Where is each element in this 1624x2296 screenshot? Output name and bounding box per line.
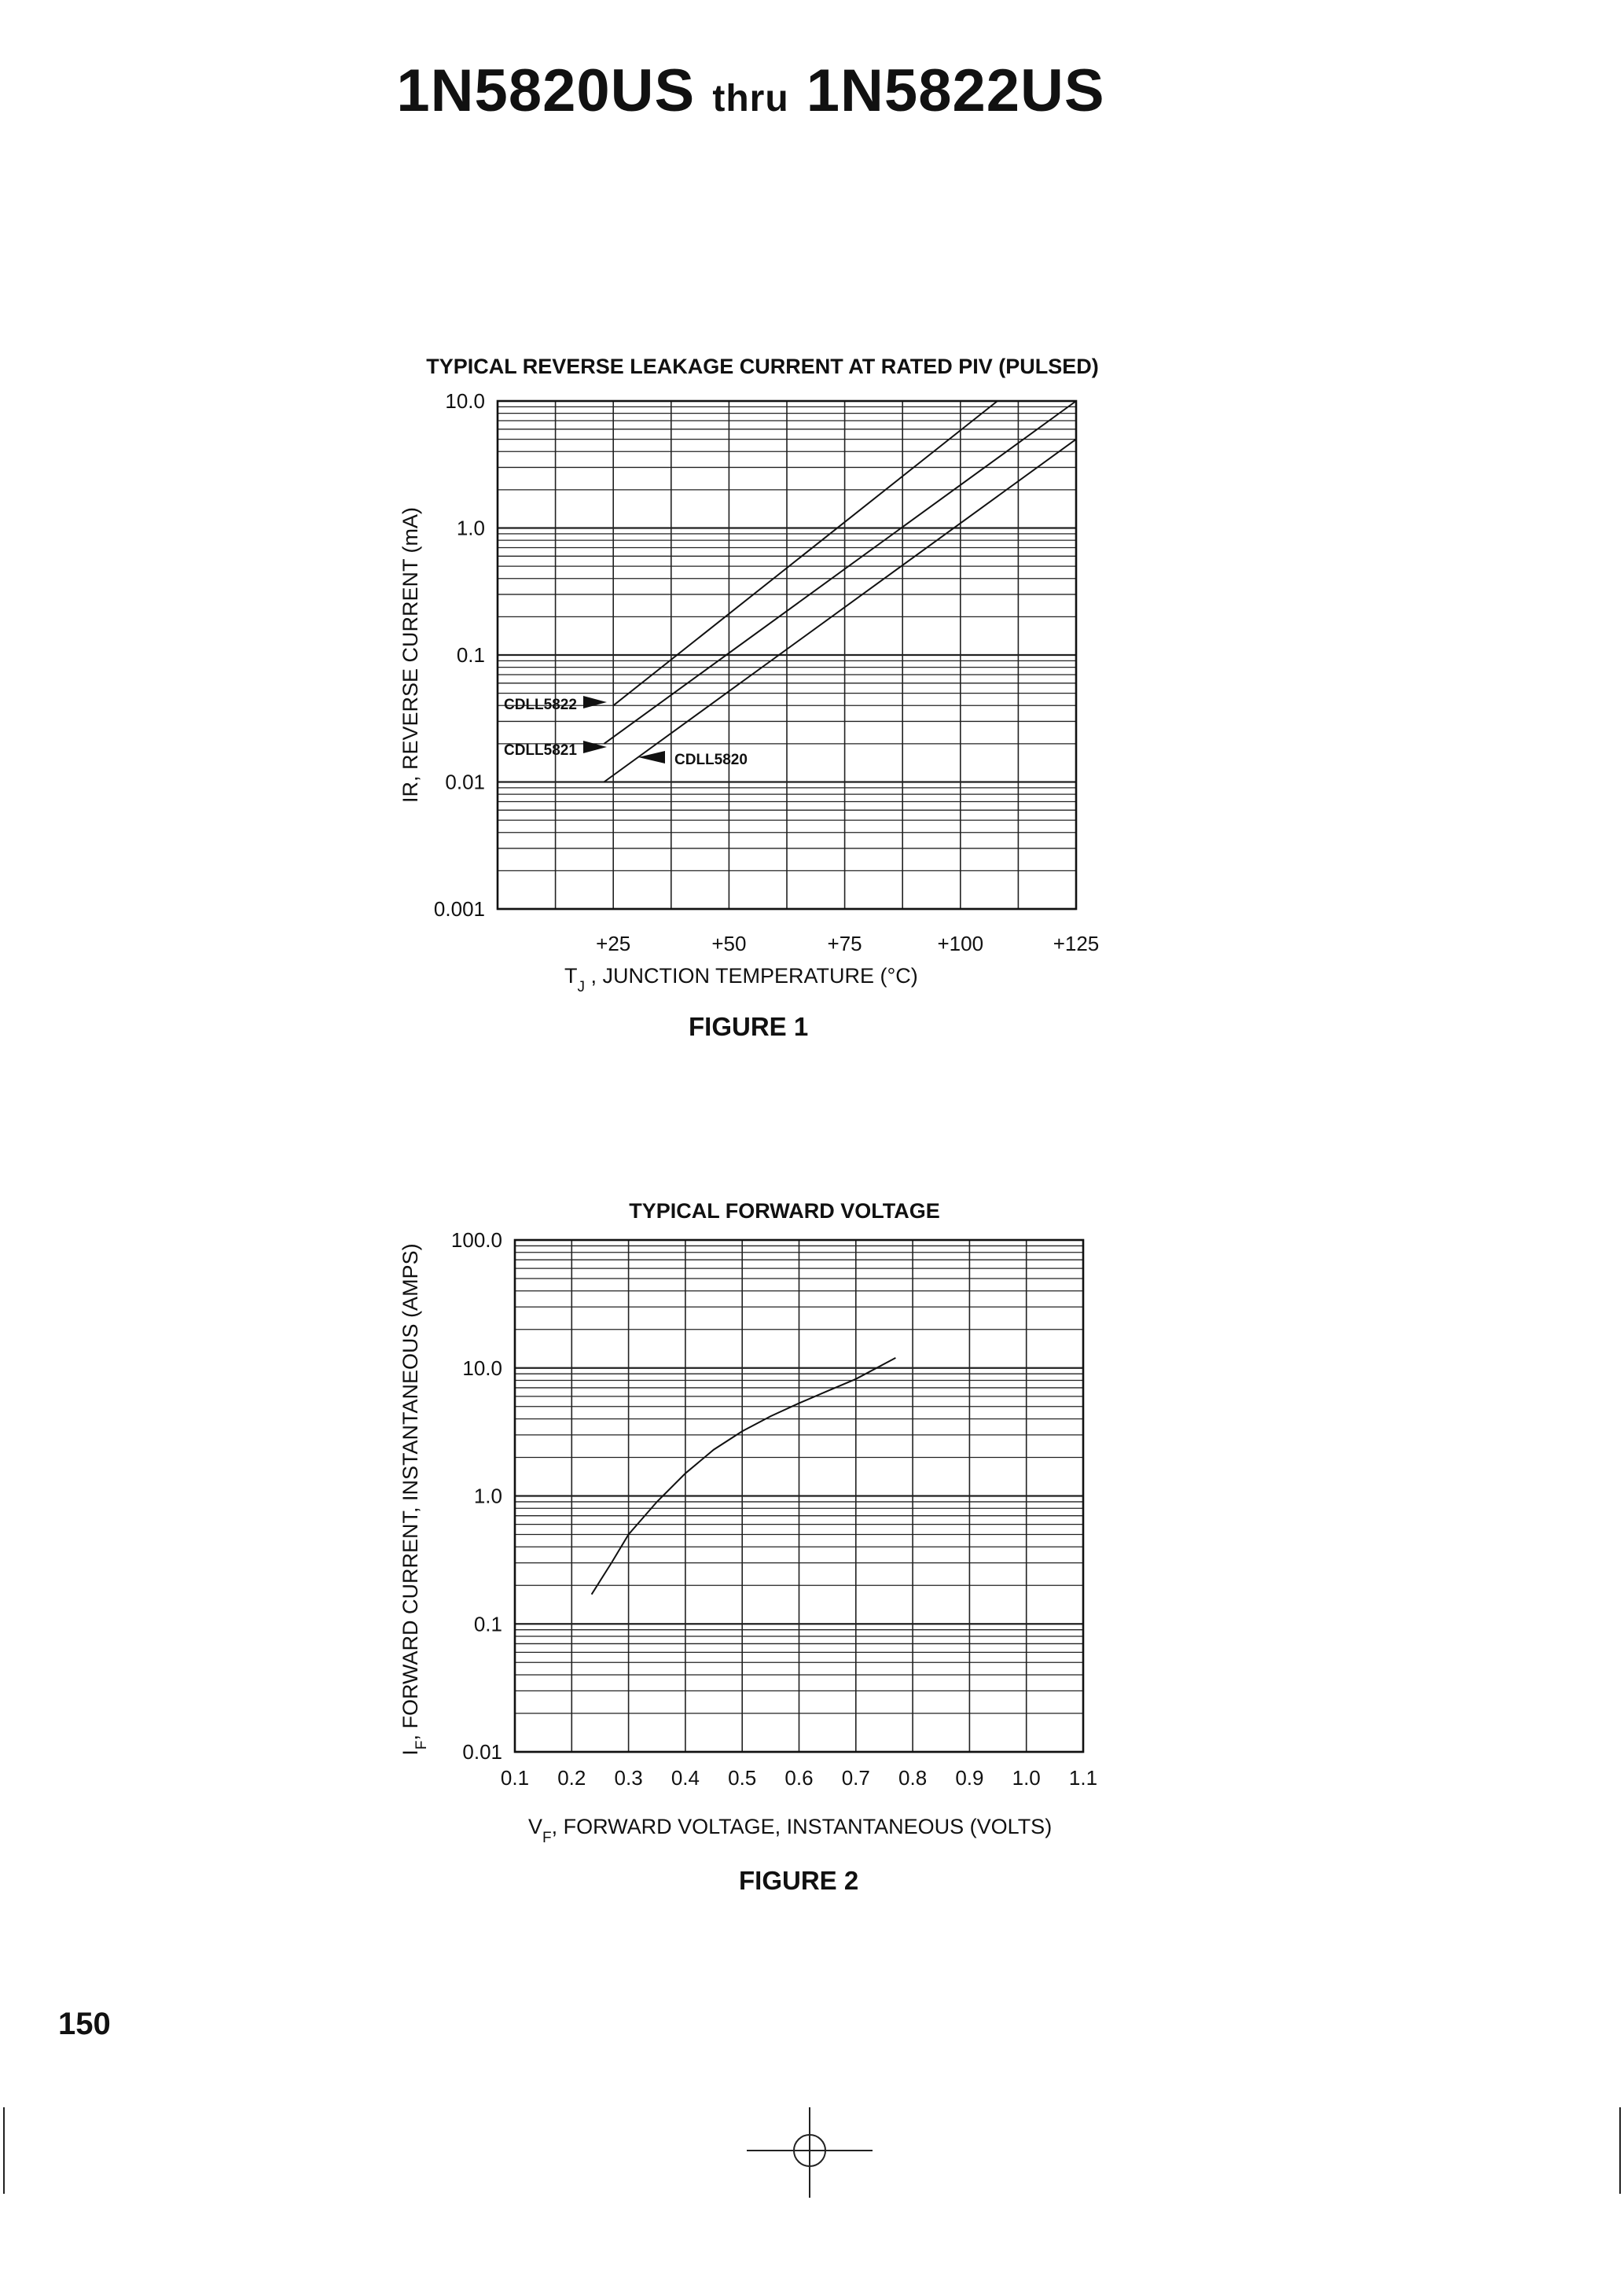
- x-tick-label: 0.8: [898, 1766, 927, 1790]
- series-line-0: [590, 1357, 896, 1595]
- pointer-arrow-icon: [583, 696, 607, 708]
- x-tick-label: 1.0: [1012, 1766, 1041, 1790]
- y-tick-label: 1.0: [457, 517, 485, 540]
- crop-mark-left: [3, 2107, 5, 2194]
- y-tick-label: 0.001: [434, 897, 485, 921]
- x-tick-label: 0.4: [671, 1766, 700, 1790]
- series-tag-cdll5820: CDLL5820: [674, 752, 748, 768]
- y-tick-label: 100.0: [451, 1228, 502, 1252]
- thru-word: thru: [712, 78, 789, 120]
- series-line-1: [603, 400, 1077, 745]
- y-tick-label: 10.0: [462, 1356, 502, 1380]
- y-tick-label: 0.1: [474, 1612, 502, 1636]
- series-line-0: [612, 400, 998, 707]
- x-tick-label: 1.1: [1069, 1766, 1097, 1790]
- y-tick-label: 0.01: [445, 771, 485, 794]
- y-tick-label: 10.0: [445, 389, 485, 413]
- x-axis-label: VF, FORWARD VOLTAGE, INSTANTANEOUS (VOLT…: [528, 1815, 1052, 1846]
- pointer-arrow-icon: [583, 741, 607, 753]
- y-axis-label: IF, FORWARD CURRENT, INSTANTANEOUS (AMPS…: [399, 1243, 430, 1755]
- x-tick-label: 0.1: [501, 1766, 529, 1790]
- part-start: 1N5820US: [396, 57, 696, 124]
- series-tag-cdll5822: CDLL5822: [504, 697, 577, 713]
- series-line-2: [603, 438, 1077, 783]
- x-tick-label: 0.6: [784, 1766, 813, 1790]
- page-number: 150: [58, 2007, 111, 2041]
- registration-mark-icon: [747, 2107, 873, 2198]
- crop-mark-right: [1619, 2107, 1621, 2194]
- figure-1-chart: 0.001 0.01 0.1 1.0 10.0 +25 +50 +75 +100 +125 TYPI…: [399, 355, 1100, 995]
- y-tick-label: 0.01: [462, 1740, 502, 1764]
- y-tick-label: 1.0: [474, 1485, 502, 1508]
- x-tick-label: +75: [828, 932, 862, 955]
- x-tick-label: 0.2: [557, 1766, 586, 1790]
- y-tick-label: 0.1: [457, 643, 485, 667]
- x-tick-label: 0.5: [728, 1766, 756, 1790]
- pointer-arrow-icon: [638, 751, 665, 763]
- figure-1-caption: FIGURE 1: [689, 1012, 809, 1041]
- x-axis-label: TJ , JUNCTION TEMPERATURE (°C): [564, 964, 918, 995]
- x-tick-label: 0.9: [955, 1766, 983, 1790]
- part-end: 1N5822US: [806, 57, 1105, 124]
- plot-frame: [496, 399, 1078, 911]
- page-title: 1N5820US thru 1N5822US: [0, 57, 1501, 125]
- x-tick-label: +125: [1053, 932, 1100, 955]
- x-tick-label: +25: [596, 932, 630, 955]
- x-tick-label: 0.3: [615, 1766, 643, 1790]
- series-tag-cdll5821: CDLL5821: [504, 742, 577, 759]
- x-tick-label: +100: [938, 932, 984, 955]
- x-tick-label: 0.7: [842, 1766, 870, 1790]
- x-tick-label: +50: [711, 932, 746, 955]
- chart-title: TYPICAL FORWARD VOLTAGE: [629, 1199, 940, 1223]
- figure-2-caption: FIGURE 2: [739, 1866, 859, 1895]
- y-axis-label: IR, REVERSE CURRENT (mA): [399, 507, 422, 803]
- plot-frame: [513, 1238, 1085, 1753]
- chart-title: TYPICAL REVERSE LEAKAGE CURRENT AT RATED…: [426, 355, 1099, 378]
